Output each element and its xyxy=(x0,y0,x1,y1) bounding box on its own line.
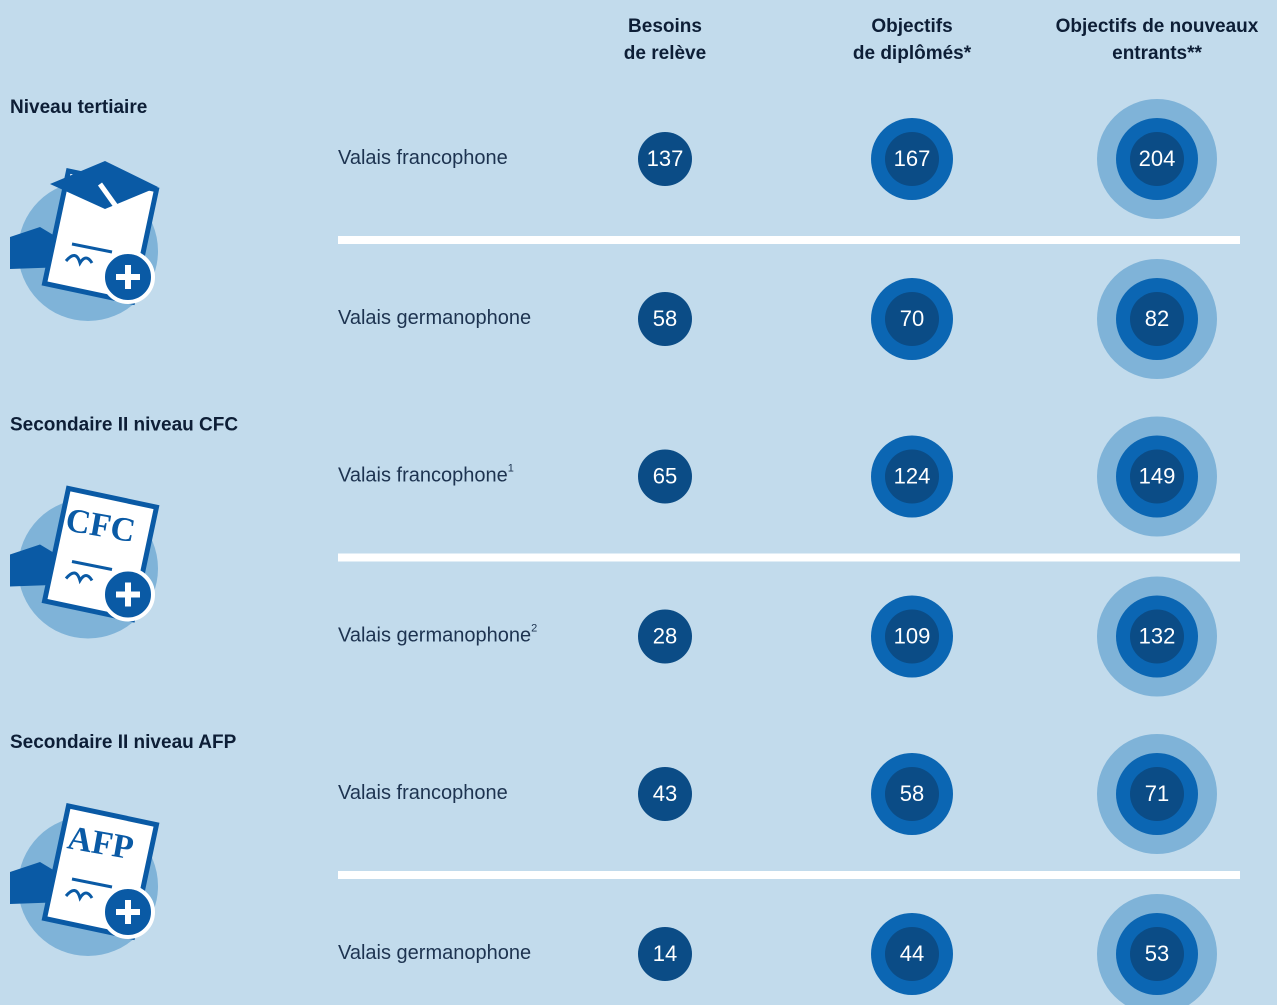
value-label: 44 xyxy=(900,941,924,966)
footnote-mark: 1 xyxy=(508,462,514,474)
section-icon xyxy=(10,161,158,321)
row-label-text: Valais germanophone xyxy=(338,307,531,329)
section-icon: CFC xyxy=(10,488,158,638)
row-label-text: Valais francophone xyxy=(338,782,508,804)
value-label: 65 xyxy=(653,463,677,488)
section-title: Secondaire II niveau AFP xyxy=(10,732,237,753)
value-label: 14 xyxy=(653,941,677,966)
section-icon: AFP xyxy=(10,806,158,956)
footnote-mark: 2 xyxy=(531,622,537,634)
row-label: Valais germanophone xyxy=(338,307,531,329)
section-title: Niveau tertiaire xyxy=(10,97,147,118)
value-label: 71 xyxy=(1145,781,1169,806)
value-label: 70 xyxy=(900,306,924,331)
value-label: 149 xyxy=(1139,463,1176,488)
column-header: Besoins xyxy=(628,16,702,37)
value-label: 58 xyxy=(653,306,677,331)
value-label: 58 xyxy=(900,781,924,806)
row-label: Valais germanophone2 xyxy=(338,622,537,646)
row-label: Valais francophone xyxy=(338,782,508,804)
value-label: 82 xyxy=(1145,306,1169,331)
row-label: Valais francophone xyxy=(338,147,508,169)
column-header: de relève xyxy=(624,43,706,64)
row-label-text: Valais germanophone xyxy=(338,942,531,964)
value-label: 109 xyxy=(894,623,931,648)
value-label: 137 xyxy=(647,146,684,171)
value-label: 204 xyxy=(1139,146,1176,171)
row-label-text: Valais germanophone xyxy=(338,625,531,647)
value-label: 167 xyxy=(894,146,931,171)
row-label-text: Valais francophone xyxy=(338,147,508,169)
value-label: 43 xyxy=(653,781,677,806)
value-label: 28 xyxy=(653,623,677,648)
value-label: 132 xyxy=(1139,623,1176,648)
column-header: de diplômés* xyxy=(853,43,972,64)
column-header: entrants** xyxy=(1112,43,1202,64)
value-label: 124 xyxy=(894,463,931,488)
value-label: 53 xyxy=(1145,941,1169,966)
column-header: Objectifs de nouveaux xyxy=(1056,16,1259,37)
row-label-text: Valais francophone xyxy=(338,465,508,487)
page: Besoins de relève Objectifs de diplômés* Obj… xyxy=(0,0,1277,1005)
row-label: Valais germanophone xyxy=(338,942,531,964)
section-title: Secondaire II niveau CFC xyxy=(10,415,238,436)
column-header: Objectifs xyxy=(871,16,952,37)
infographic: Besoins de relève Objectifs de diplômés* Obj… xyxy=(0,0,1277,1005)
row-label: Valais francophone1 xyxy=(338,462,514,486)
